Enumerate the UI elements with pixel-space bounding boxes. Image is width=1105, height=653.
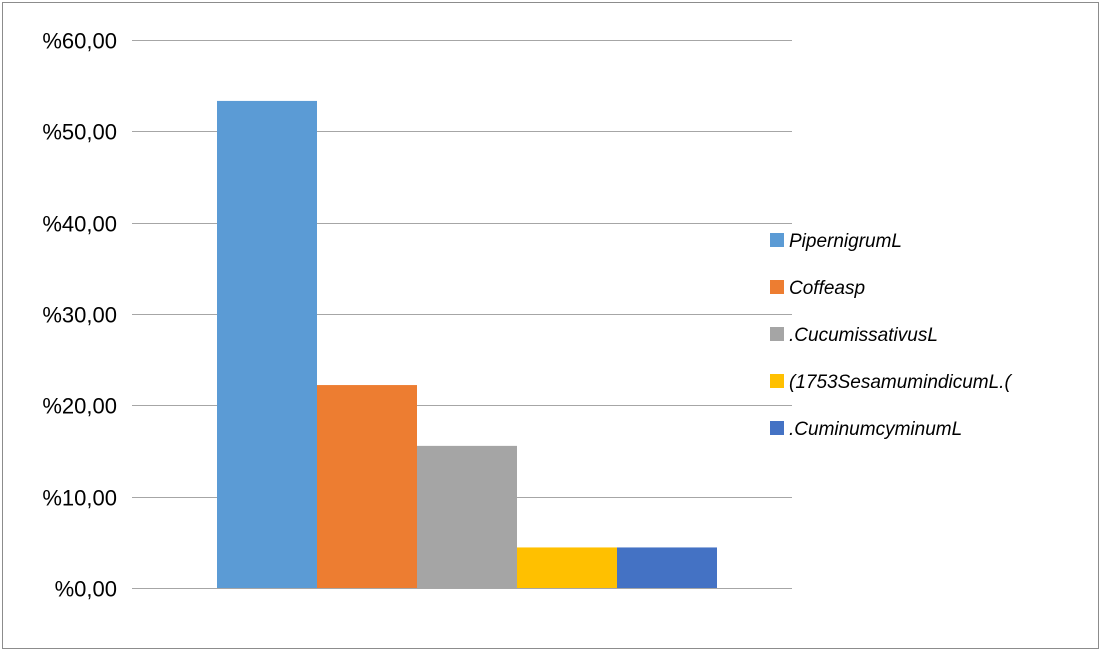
bar <box>417 445 517 588</box>
legend-swatch <box>770 421 784 435</box>
y-tick-label: %30,00 <box>42 303 117 328</box>
bar <box>517 547 617 588</box>
legend-label: .CucumissativusL <box>789 325 938 346</box>
legend-swatch <box>770 327 784 341</box>
y-tick-label: %20,00 <box>42 394 117 419</box>
legend-swatch <box>770 280 784 294</box>
y-tick-label: %50,00 <box>42 120 117 145</box>
legend-item: .CucumissativusL <box>770 325 938 346</box>
bar <box>217 100 317 588</box>
legend-label: Coffeasp <box>789 278 865 299</box>
y-tick-label: %40,00 <box>42 212 117 237</box>
legend-item: PipernigrumL <box>770 231 902 252</box>
legend-label: PipernigrumL <box>789 231 902 252</box>
legend: PipernigrumL Coffeasp .CucumissativusL (175… <box>770 231 1012 440</box>
legend-label: .CuminumcyminumL <box>789 419 962 440</box>
bars <box>217 100 717 588</box>
y-axis-ticks: %0,00 %10,00 %20,00 %30,00 %40,00 %50,00 %60,0… <box>42 29 117 602</box>
bar <box>317 385 417 588</box>
legend-item: Coffeasp <box>770 278 865 299</box>
legend-item: .CuminumcyminumL <box>770 419 962 440</box>
legend-item: (1753SesamumindicumL.( <box>770 372 1012 393</box>
bar <box>617 547 717 588</box>
legend-swatch <box>770 374 784 388</box>
y-tick-label: %10,00 <box>42 486 117 511</box>
y-tick-label: %60,00 <box>42 29 117 54</box>
y-tick-label: %0,00 <box>55 577 117 602</box>
legend-label: (1753SesamumindicumL.( <box>789 372 1012 393</box>
legend-swatch <box>770 233 784 247</box>
